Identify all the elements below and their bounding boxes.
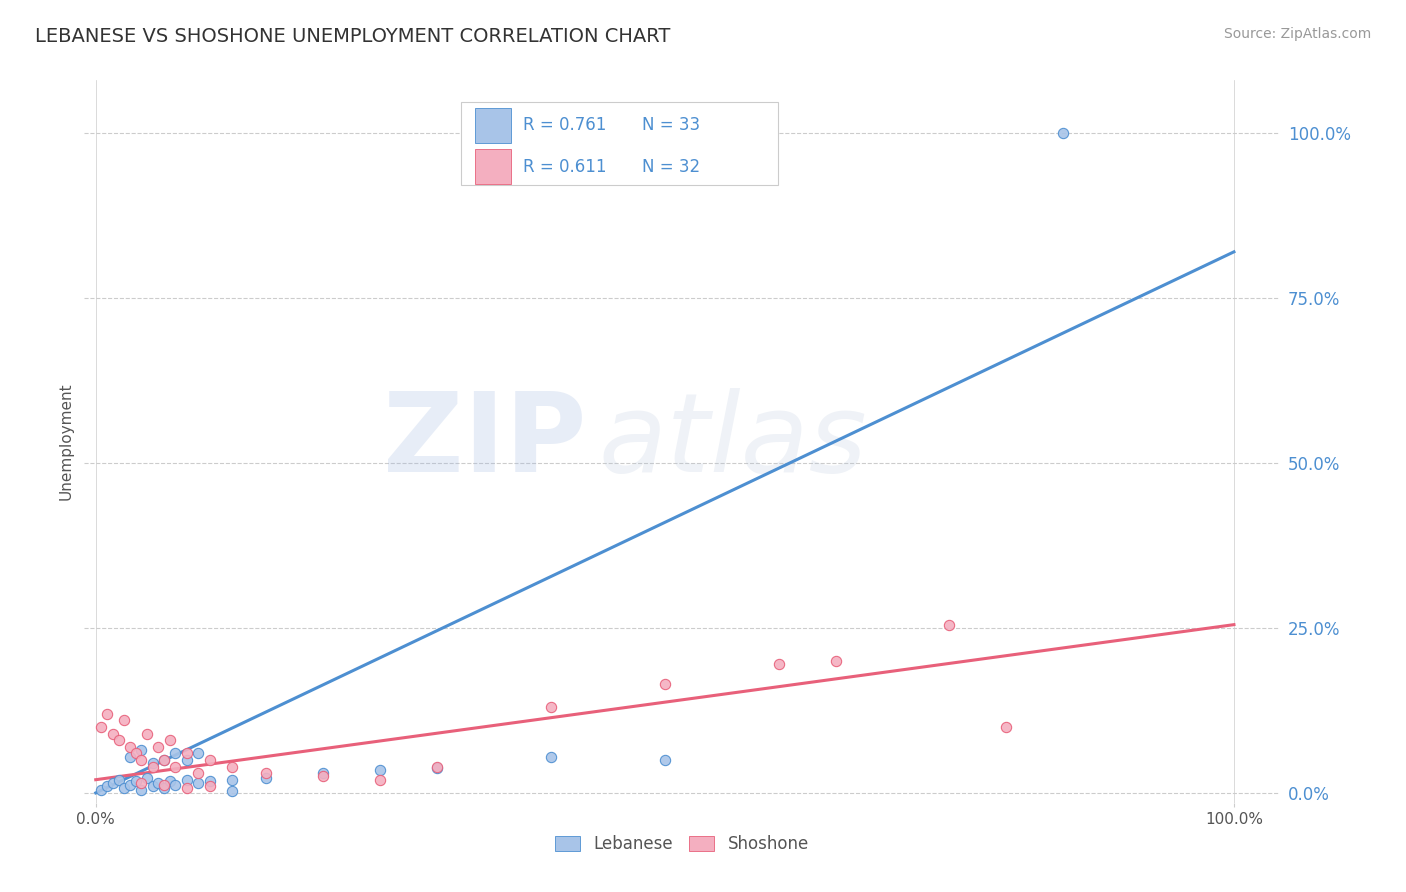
Point [176,772,198,787]
Text: R = 0.611: R = 0.611 [523,158,606,176]
Text: R = 0.761: R = 0.761 [523,116,606,134]
Point [221,784,243,798]
Point [540,700,562,714]
Text: atlas: atlas [599,388,868,495]
Point [118,739,141,754]
Point [159,774,181,789]
Point [101,726,124,740]
FancyBboxPatch shape [461,102,778,185]
Point [165,759,187,773]
Point [129,782,152,797]
Point [153,778,176,792]
Point [221,772,243,787]
Point [426,759,449,773]
Point [153,753,176,767]
Point [368,763,391,777]
Point [165,747,187,761]
Point [90,720,112,734]
Point [124,747,146,761]
Point [654,677,676,691]
Point [187,766,209,780]
Point [112,780,135,795]
Point [187,776,209,790]
Point [129,743,152,757]
Point [176,747,198,761]
Text: ZIP: ZIP [382,388,586,495]
Point [107,733,129,747]
Legend: Lebanese, Shoshone: Lebanese, Shoshone [548,828,815,860]
Point [153,753,176,767]
Point [221,759,243,773]
Point [176,753,198,767]
Point [112,714,135,728]
Point [426,761,449,775]
Point [96,780,118,794]
Point [118,778,141,792]
Point [142,756,165,771]
Point [118,749,141,764]
Point [1052,126,1074,140]
Y-axis label: Unemployment: Unemployment [58,383,73,500]
Point [129,776,152,790]
Point [136,726,159,740]
Point [312,766,335,780]
Point [142,759,165,773]
Point [124,774,146,789]
Point [153,780,176,795]
Point [90,782,112,797]
Text: LEBANESE VS SHOSHONE UNEMPLOYMENT CORRELATION CHART: LEBANESE VS SHOSHONE UNEMPLOYMENT CORREL… [35,27,671,45]
Text: N = 33: N = 33 [643,116,700,134]
Point [995,720,1018,734]
Point [198,753,221,767]
Point [768,657,790,672]
Point [198,774,221,789]
Point [136,772,159,786]
Point [96,706,118,721]
Point [101,776,124,790]
Point [176,780,198,795]
Point [312,769,335,783]
Point [129,753,152,767]
Point [107,772,129,787]
Point [824,654,846,668]
FancyBboxPatch shape [475,150,510,184]
Point [198,780,221,794]
Point [187,747,209,761]
Text: Source: ZipAtlas.com: Source: ZipAtlas.com [1223,27,1371,41]
Point [938,617,960,632]
Point [148,739,170,754]
Point [540,749,562,764]
Point [654,753,676,767]
Point [148,776,170,790]
Point [142,780,165,794]
Point [256,772,278,786]
Point [256,766,278,780]
Text: N = 32: N = 32 [643,158,700,176]
Point [165,778,187,792]
Point [368,772,391,787]
FancyBboxPatch shape [475,108,510,143]
Point [159,733,181,747]
